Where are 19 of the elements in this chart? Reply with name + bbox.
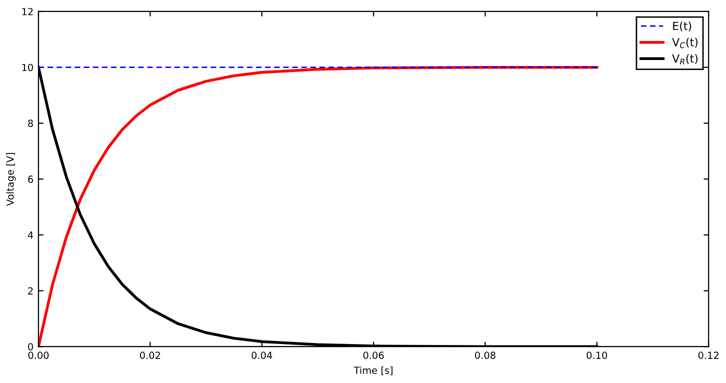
legend-label: V$_{C}$(t)	[672, 38, 698, 48]
y-tick-label: 6	[28, 176, 34, 183]
x-tick-label: 0.00	[28, 352, 49, 359]
legend-label: E(t)	[673, 22, 692, 32]
x-tick-label: 0.02	[140, 352, 160, 359]
x-tick-label: 0.12	[698, 352, 718, 359]
x-axis-title: Time [s]	[354, 366, 392, 376]
x-tick-label: 0.08	[475, 352, 496, 359]
y-tick-label: 4	[28, 232, 34, 239]
x-tick-label: 0.10	[586, 352, 608, 359]
y-tick-label: 2	[28, 287, 33, 294]
y-tick-label: 12	[22, 8, 33, 16]
x-tick-label: 0.06	[363, 352, 384, 359]
legend-label: V$_{R}$(t)	[672, 54, 698, 64]
y-tick-label: 10	[22, 64, 33, 72]
y-tick-label: 8	[28, 120, 33, 128]
y-tick-label: 0	[28, 343, 33, 350]
x-tick-label: 0.04	[252, 352, 272, 359]
y-axis-title: Voltage [V]	[6, 152, 16, 206]
